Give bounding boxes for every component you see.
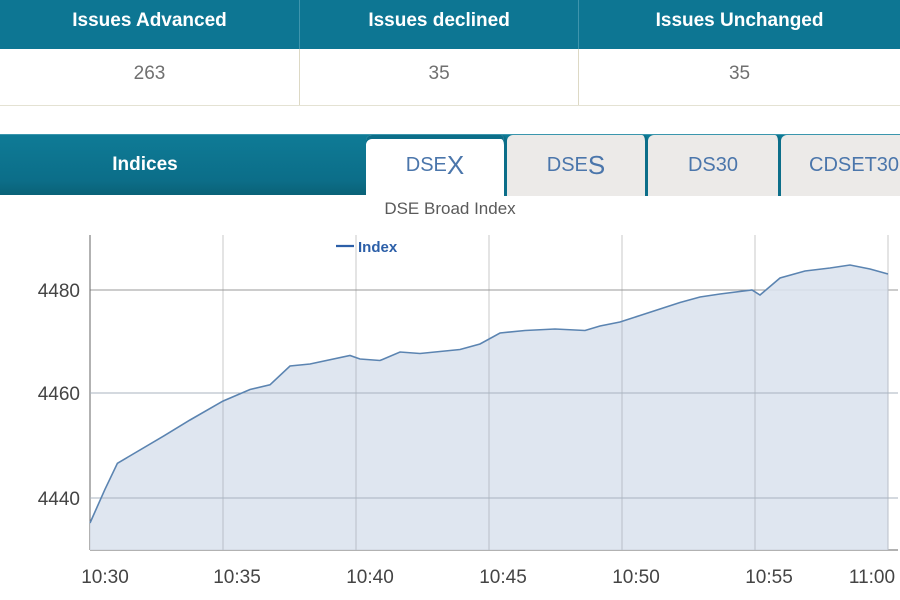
svg-text:11:00: 11:00 [849, 567, 895, 588]
svg-text:10:50: 10:50 [612, 567, 660, 588]
svg-text:4460: 4460 [38, 384, 80, 405]
svg-text:10:45: 10:45 [479, 567, 527, 588]
svg-text:4480: 4480 [38, 281, 80, 302]
svg-text:4440: 4440 [38, 489, 80, 510]
svg-text:10:55: 10:55 [745, 567, 793, 588]
svg-text:10:35: 10:35 [213, 567, 261, 588]
svg-text:10:40: 10:40 [346, 567, 394, 588]
svg-text:10:30: 10:30 [81, 567, 129, 588]
svg-text:Index: Index [358, 239, 398, 256]
